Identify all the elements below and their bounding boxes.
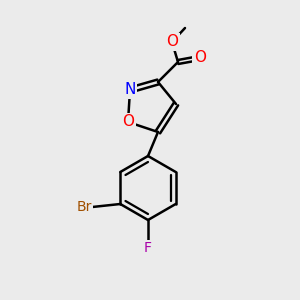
Text: O: O (194, 50, 206, 65)
Text: F: F (144, 241, 152, 255)
Text: O: O (122, 115, 134, 130)
Text: O: O (166, 34, 178, 50)
Text: N: N (124, 82, 136, 98)
Text: Br: Br (76, 200, 92, 214)
